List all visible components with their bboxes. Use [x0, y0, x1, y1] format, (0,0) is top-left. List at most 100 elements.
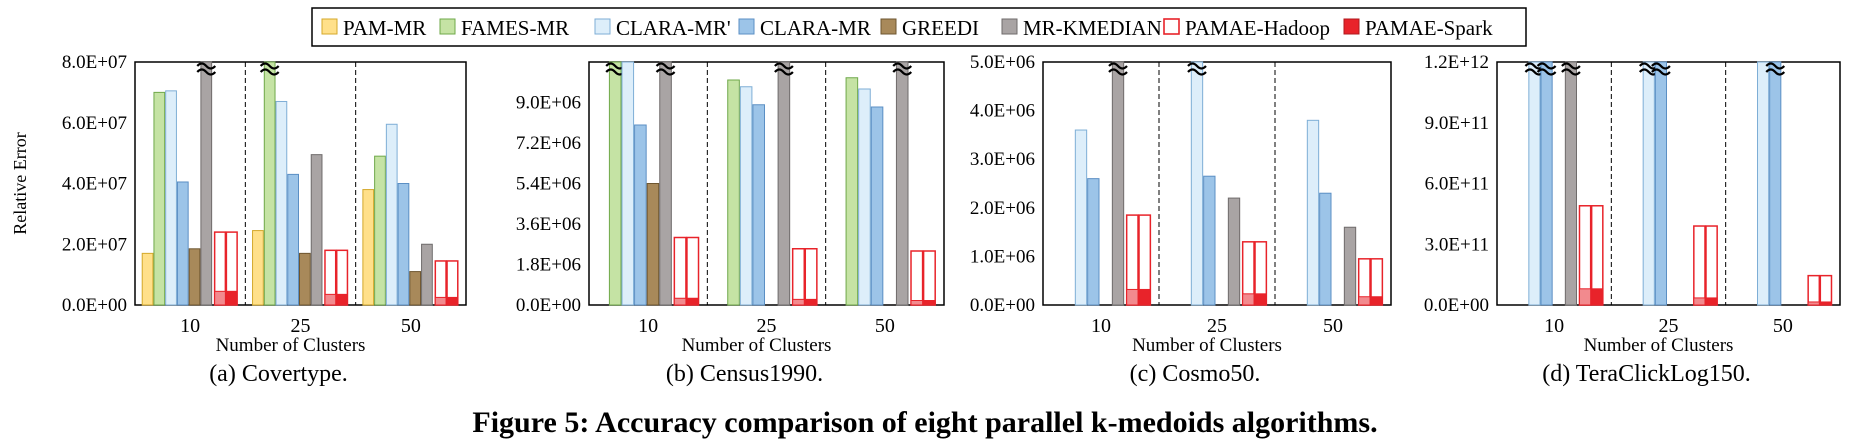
x-tick-label: 50 — [1773, 315, 1793, 337]
legend-item-pamae-spark: PAMAE-Spark — [1343, 16, 1493, 40]
bar-clara-mr — [1190, 61, 1204, 306]
y-tick-label: 1.0E+06 — [970, 246, 1035, 267]
plot-frame — [1042, 61, 1392, 306]
axis-break-mark — [196, 68, 217, 76]
legend-swatch-mr-kmedian — [1001, 18, 1018, 35]
bar-clara-mr — [287, 173, 300, 306]
bar-fill-pamae-spark — [804, 298, 818, 306]
x-axis-label: Number of Clusters — [1132, 335, 1282, 356]
bar-fames-mr — [374, 155, 386, 306]
bar-clara-mr — [1654, 61, 1668, 306]
bar-pamae-hadoop — [1693, 225, 1706, 306]
plot-frame — [588, 61, 945, 306]
axis-break-mark — [259, 62, 280, 70]
legend-swatch-pam-mr — [321, 18, 338, 35]
bar-clara-mr — [1074, 129, 1088, 306]
chart-panel-2: 0.0E+00 1.8E+06 3.6E+06 5.4E+06 7.2E+06 9.0E+… — [516, 61, 945, 387]
y-tick-label: 1.2E+12 — [1424, 52, 1489, 73]
plot-frame — [1496, 61, 1841, 306]
bar-fill-pamae-hadoop — [792, 298, 805, 306]
y-tick-label: 2.0E+07 — [62, 234, 127, 255]
legend-item-mr-kmedian: MR-KMEDIAN — [1001, 16, 1162, 40]
chart-panels: 0.0E+00 2.0E+07 4.0E+07 6.0E+07 8.0E+07 Relat… — [10, 52, 1841, 387]
bar-clara-mr — [1203, 175, 1216, 306]
axis-break-mark — [655, 68, 676, 76]
x-axis-label: Number of Clusters — [216, 335, 366, 356]
y-tick-label: 1.8E+06 — [516, 255, 581, 276]
bar-fill-pamae-hadoop — [1126, 288, 1139, 306]
panel-subtitle: (b) Census1990. — [666, 361, 823, 387]
legend-label-greedi: GREEDI — [902, 16, 979, 40]
bar-greedi — [188, 248, 201, 306]
bar-clara-mr — [870, 106, 884, 306]
axis-break-mark — [1765, 68, 1786, 76]
legend: PAM-MR FAMES-MR CLARA-MR' CLARA-MR GREEDI MR-… — [311, 7, 1527, 47]
x-tick-label: 25 — [1659, 315, 1679, 337]
panel-subtitle: (d) TeraClickLog150. — [1542, 361, 1751, 387]
bar-clara-mr — [397, 183, 410, 306]
legend-item-pamae-hadoop: PAMAE-Hadoop — [1163, 16, 1330, 40]
axis-break-mark — [892, 68, 913, 76]
legend-label-mr-kmedian: MR-KMEDIAN — [1023, 16, 1162, 40]
x-tick-label: 10 — [638, 315, 658, 337]
bar-pamae-spark — [686, 236, 700, 306]
bar-pamae-hadoop — [1807, 274, 1821, 306]
legend-label-pamae-hadoop: PAMAE-Hadoop — [1185, 16, 1330, 40]
legend-label-pam-mr: PAM-MR — [343, 16, 426, 40]
bar-greedi — [646, 183, 660, 306]
y-tick-label: 8.0E+07 — [62, 52, 127, 73]
bar-mr-kmedian — [421, 243, 433, 306]
x-tick-label: 10 — [180, 315, 200, 337]
bar-fill-pamae-hadoop — [214, 290, 226, 306]
bar-fames-mr — [608, 61, 622, 306]
y-tick-label: 9.0E+11 — [1425, 113, 1489, 134]
chart-panel-3: 0.0E+00 1.0E+06 2.0E+06 3.0E+06 4.0E+06 5.0E+… — [970, 52, 1392, 387]
legend-item-fames-mr: FAMES-MR — [439, 16, 569, 40]
axis-break-mark — [892, 62, 913, 70]
axis-break-mark — [774, 62, 794, 70]
bar-greedi — [409, 271, 422, 306]
axis-break-mark — [1108, 68, 1128, 76]
y-tick-label: 0.0E+00 — [62, 295, 127, 316]
bar-pamae-spark — [804, 248, 818, 306]
bar-fill-pamae-spark — [446, 296, 459, 306]
legend-swatch-pamae-spark — [1343, 18, 1360, 35]
bar-clara-mr — [1319, 192, 1332, 306]
bar-fill-pamae-hadoop — [1693, 297, 1706, 306]
y-tick-label: 7.2E+06 — [516, 133, 581, 154]
bar-clara-mr — [1642, 61, 1655, 306]
legend-label-clara-mr: CLARA-MR — [760, 16, 871, 40]
axis-break-mark — [774, 68, 794, 76]
bar-fill-pamae-hadoop — [324, 293, 337, 306]
y-tick-label: 0.0E+00 — [970, 295, 1035, 316]
bar-fill-pamae-spark — [923, 300, 936, 306]
y-tick-label: 6.0E+11 — [1425, 174, 1489, 195]
axis-break-mark — [1108, 62, 1128, 70]
figure-caption: Figure 5: Accuracy comparison of eight p… — [472, 406, 1377, 439]
legend-label-pamae-spark: PAMAE-Spark — [1365, 16, 1493, 40]
bar-mr-kmedian — [659, 61, 672, 306]
bar-pam-mr — [362, 189, 375, 306]
bar-fill-pamae-spark — [225, 290, 238, 306]
bar-fill-pamae-spark — [1705, 297, 1718, 306]
y-tick-label: 3.6E+06 — [516, 214, 581, 235]
bar-fill-pamae-hadoop — [1242, 293, 1255, 306]
bar-mr-kmedian — [777, 61, 791, 306]
bar-clara-mr — [1306, 119, 1320, 306]
axis-break-mark — [1536, 62, 1557, 70]
axis-break-mark — [1536, 68, 1557, 76]
legend-label-clara-mr: CLARA-MR' — [616, 16, 731, 40]
axis-break-mark — [1765, 62, 1786, 70]
bar-clara-mr — [385, 123, 398, 306]
bar-fames-mr — [263, 61, 276, 306]
bar-fill-pamae-spark — [1591, 288, 1604, 306]
bar-clara-mr — [621, 61, 635, 306]
axis-break-mark — [1561, 62, 1581, 70]
bar-pamae-spark — [922, 250, 936, 306]
bar-clara-mr — [1757, 61, 1770, 306]
bar-mr-kmedian — [895, 61, 909, 306]
axis-break-mark — [1651, 68, 1671, 76]
bar-fames-mr — [153, 91, 166, 306]
legend-label-fames-mr: FAMES-MR — [461, 16, 569, 40]
